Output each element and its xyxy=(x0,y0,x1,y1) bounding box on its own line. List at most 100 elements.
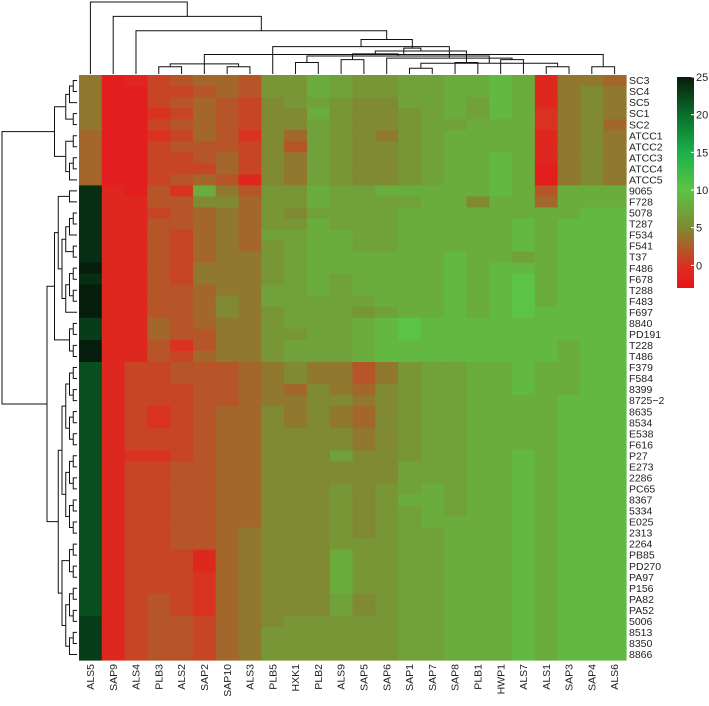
column-label: SAP6 xyxy=(381,664,393,691)
heatmap-cell xyxy=(101,130,126,142)
heatmap-cell xyxy=(124,439,148,451)
heatmap-cell xyxy=(215,350,240,363)
heatmap-cell xyxy=(375,97,399,109)
heatmap-cell xyxy=(215,86,240,98)
heatmap-cell xyxy=(329,174,354,186)
heatmap-cell xyxy=(512,75,536,87)
heatmap-cell xyxy=(375,86,399,98)
heatmap-cell xyxy=(329,571,354,584)
heatmap-cell xyxy=(420,295,445,308)
heatmap-cell xyxy=(420,604,445,617)
heatmap-cell xyxy=(443,141,468,153)
heatmap-cell xyxy=(512,328,536,341)
heatmap-cell xyxy=(557,439,582,451)
heatmap-cell xyxy=(101,361,126,374)
row-label: F534 xyxy=(629,230,653,242)
heatmap-cell xyxy=(512,483,536,496)
heatmap-cell xyxy=(580,560,604,573)
heatmap-cell xyxy=(170,350,194,363)
heatmap-cell xyxy=(557,361,582,374)
heatmap-cell xyxy=(124,560,148,573)
heatmap-cell xyxy=(375,174,399,186)
heatmap-cell xyxy=(443,428,468,440)
heatmap-cell xyxy=(557,648,582,661)
heatmap-cell xyxy=(124,483,148,496)
heatmap-cell xyxy=(420,130,445,142)
heatmap-cell xyxy=(603,571,627,584)
heatmap-cell xyxy=(512,229,536,242)
heatmap-cell xyxy=(603,428,627,440)
heatmap-cell xyxy=(329,527,354,540)
heatmap-cell xyxy=(352,428,376,440)
dendrogram-branch xyxy=(72,411,77,424)
heatmap-cell xyxy=(512,593,536,606)
row-label: F728 xyxy=(629,197,653,209)
heatmap-cell xyxy=(238,527,262,540)
heatmap-cell xyxy=(238,273,262,286)
heatmap-cell xyxy=(352,152,376,164)
heatmap-cell xyxy=(192,406,217,418)
heatmap-cell xyxy=(512,373,536,385)
heatmap-cell xyxy=(79,648,103,661)
heatmap-cell xyxy=(170,560,194,573)
heatmap-cell xyxy=(101,273,126,286)
heatmap-cell xyxy=(261,428,285,440)
heatmap-cell xyxy=(147,306,171,319)
row-dendrogram xyxy=(1,80,77,655)
row-label: PD191 xyxy=(629,329,661,341)
heatmap-cell xyxy=(147,384,171,396)
heatmap-cell xyxy=(192,428,217,440)
heatmap-cell xyxy=(306,450,331,462)
heatmap-cell xyxy=(443,406,468,418)
heatmap-cell xyxy=(534,75,559,87)
heatmap-cell xyxy=(534,472,559,484)
heatmap-cell xyxy=(375,361,399,374)
heatmap-cell xyxy=(466,306,490,319)
column-label: SAP4 xyxy=(586,664,598,691)
heatmap-cell xyxy=(580,615,604,628)
heatmap-cell xyxy=(329,637,354,650)
row-label: PD270 xyxy=(629,561,661,573)
heatmap-cell xyxy=(557,295,582,308)
heatmap-cell xyxy=(603,86,627,98)
heatmap-cell xyxy=(238,152,262,164)
heatmap-cell xyxy=(192,218,217,231)
column-label: HXK1 xyxy=(290,664,302,692)
heatmap-cell xyxy=(375,560,399,573)
heatmap-cell xyxy=(420,373,445,385)
dendrogram-branch xyxy=(112,15,262,74)
heatmap-cell xyxy=(238,648,262,661)
heatmap-cell xyxy=(466,549,490,562)
heatmap-cell xyxy=(557,417,582,429)
heatmap-cell xyxy=(101,384,126,396)
heatmap-cell xyxy=(79,384,103,396)
heatmap-cell xyxy=(352,108,376,120)
row-label: E273 xyxy=(629,461,654,473)
heatmap-cell xyxy=(101,240,126,253)
heatmap-cell xyxy=(170,196,194,209)
column-label: SAP1 xyxy=(404,664,416,691)
heatmap-cell xyxy=(375,163,399,175)
heatmap-cell xyxy=(124,97,148,109)
heatmap-cell xyxy=(398,339,422,352)
heatmap-cell xyxy=(352,461,376,473)
heatmap-cell xyxy=(192,130,217,142)
heatmap-cell xyxy=(284,648,308,661)
heatmap-cell xyxy=(466,97,490,109)
heatmap-cell xyxy=(557,549,582,562)
heatmap-cell xyxy=(398,86,422,98)
heatmap-cell xyxy=(101,395,126,407)
heatmap-cell xyxy=(261,560,285,573)
heatmap-cell xyxy=(192,317,217,330)
heatmap-cell xyxy=(534,439,559,451)
heatmap-cell xyxy=(101,251,126,264)
heatmap-cell xyxy=(603,163,627,175)
heatmap-cell xyxy=(489,218,513,231)
heatmap-cell xyxy=(170,328,194,341)
heatmap-cell xyxy=(79,505,103,518)
heatmap-cell xyxy=(603,251,627,264)
heatmap-cell xyxy=(329,251,354,264)
heatmap-cell xyxy=(375,461,399,473)
heatmap-cell xyxy=(306,494,331,507)
